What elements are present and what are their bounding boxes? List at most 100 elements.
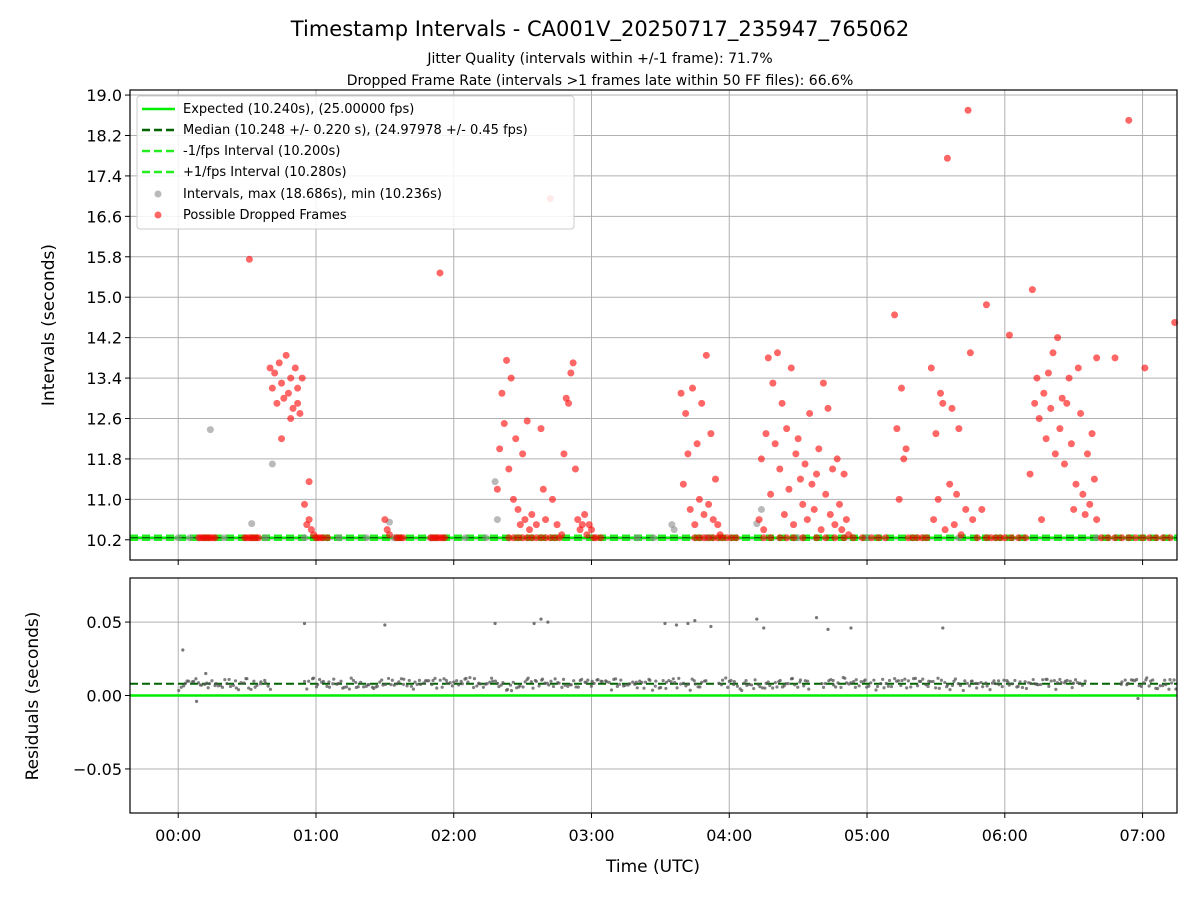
dropped-frame-point [553,521,561,529]
dropped-frame-point [810,505,818,513]
dropped-frame-point [1072,480,1080,488]
dropped-frame-point [897,384,905,392]
residual-outlier-point [941,626,945,630]
residual-point [227,677,231,682]
residual-point [1018,680,1022,684]
interval-point [757,505,765,513]
y-tick-label: 0.00 [86,687,122,706]
residual-point [688,688,692,692]
residual-point [1054,687,1058,691]
residual-outlier-point [755,617,759,621]
residual-point [985,684,989,688]
dropped-frame-point [937,389,945,397]
residual-point [952,679,956,683]
dropped-frame-point [698,399,706,407]
dropped-frame-point [799,534,807,542]
interval-point [206,426,214,434]
dropped-frame-point [523,417,531,425]
dropped-frame-point [689,384,697,392]
residual-point [773,681,777,685]
dropped-frame-point [755,516,763,524]
residual-point [356,685,360,689]
legend-dropped-marker [154,211,162,219]
dropped-frame-point [760,534,768,542]
residual-point [970,679,974,683]
dropped-frame-point [1070,505,1078,513]
residual-point [1168,678,1172,682]
dropped-frame-point [927,364,935,372]
residual-point [216,684,220,688]
dropped-frame-point [858,534,866,542]
dropped-frame-point [950,521,958,529]
residual-point [1055,681,1060,685]
dropped-frame-point [1056,425,1064,433]
residual-point [732,679,736,684]
dropped-frame-point [930,516,938,524]
residual-point [576,685,580,689]
dropped-frame-point [835,500,843,508]
residual-point [472,685,476,690]
y-tick-label: −0.05 [73,760,122,779]
residual-point [1142,681,1146,685]
residual-point [1039,682,1043,687]
dropped-frame-point [1031,399,1039,407]
residual-point [380,678,384,682]
residual-point [444,678,448,683]
dropped-frame-point [900,455,908,463]
dropped-frame-point [571,465,579,473]
residual-point [881,677,885,681]
dropped-frame-point [211,534,219,542]
legend-box [136,95,575,230]
residual-point [831,678,835,683]
residual-point [673,680,677,685]
dropped-frame-point [785,485,793,493]
chart-subtitle-jitter: Jitter Quality (intervals within +/-1 fr… [426,51,772,67]
dropped-frame-point [792,450,800,458]
residual-point [418,682,423,686]
dropped-frame-point [1060,460,1068,468]
interval-point [461,534,469,542]
residual-point [679,682,683,686]
residual-point [389,682,393,687]
residual-point [1007,683,1011,687]
residual-point [390,678,394,682]
dropped-frame-point [794,435,802,443]
residual-point [1052,678,1056,683]
residual-point [600,679,604,684]
residual-point [491,679,495,683]
dropped-frame-point [679,480,687,488]
interval-point [186,534,194,542]
residual-outlier-point [302,621,307,626]
residual-point [988,688,992,692]
residual-point [347,687,352,691]
residual-point [976,681,980,686]
residuals-y-ticks: −0.05 0.00 0.05 [73,613,130,779]
residual-point [375,684,379,688]
residual-point [521,685,525,689]
residual-point [194,677,198,681]
residual-point [192,679,196,683]
dropped-frame-point [948,404,956,412]
dropped-frame-point [289,404,297,412]
residual-point [561,677,566,682]
residual-outlier-point [194,699,199,703]
residual-outlier-point [204,671,208,676]
x-tick-label: 00:00 [155,826,201,845]
residual-point [409,684,413,688]
dropped-frame-point [1083,450,1091,458]
interval-point [362,534,370,542]
residual-point [362,685,366,689]
dropped-frame-point [271,369,279,377]
dropped-frame-point [714,521,722,529]
residual-point [618,682,622,686]
dropped-frame-point [266,364,274,372]
residual-point [259,680,263,684]
residual-point [854,678,858,682]
residual-outlier-point [762,626,766,630]
dropped-frame-point [776,465,784,473]
residual-point [615,684,619,688]
residual-point [867,684,871,688]
residual-point [1071,681,1076,685]
dropped-frame-point [301,500,308,508]
residual-point [206,686,210,690]
